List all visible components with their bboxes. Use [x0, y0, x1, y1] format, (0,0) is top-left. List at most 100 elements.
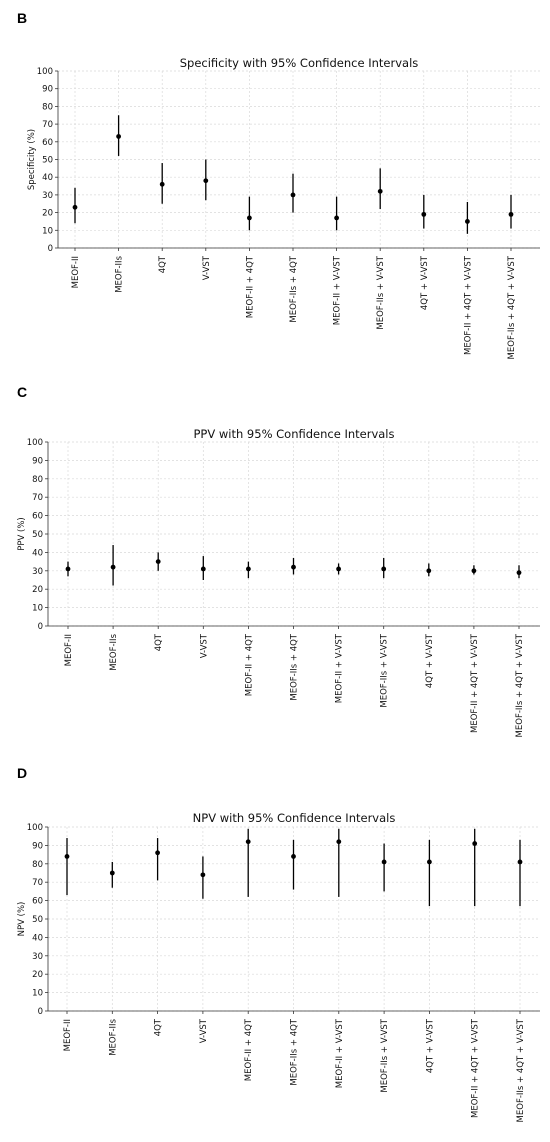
y-tick-label: 0	[48, 244, 53, 254]
x-tick-label: V-VST	[202, 255, 212, 280]
y-tick-label: 50	[32, 530, 43, 540]
x-tick-label: 4QT + V-VST	[420, 255, 430, 310]
x-tick-label: MEOF-II + 4QT	[244, 633, 254, 696]
y-tick-label: 100	[27, 823, 43, 833]
y-tick-label: 30	[32, 952, 43, 962]
y-tick-label: 60	[32, 897, 43, 907]
data-point	[247, 215, 252, 221]
y-tick-label: 100	[37, 67, 53, 77]
y-tick-label: 0	[38, 1007, 43, 1017]
x-tick-label: MEOF-II + 4QT	[245, 255, 255, 318]
data-point	[381, 566, 387, 572]
x-tick-label: 4QT	[154, 633, 164, 651]
y-tick-label: 60	[32, 512, 43, 522]
x-tick-label: MEOF-IIs + 4QT + V-VST	[516, 1018, 526, 1122]
y-tick-label: 60	[42, 138, 53, 148]
y-tick-label: 0	[38, 622, 43, 632]
data-point	[110, 564, 116, 570]
data-point	[334, 215, 339, 221]
data-point	[426, 568, 432, 574]
data-point	[421, 211, 427, 217]
data-point	[116, 134, 121, 139]
y-tick-label: 100	[27, 438, 43, 448]
data-point	[159, 181, 165, 187]
data-point	[427, 859, 432, 865]
y-tick-label: 10	[32, 604, 43, 614]
data-point	[472, 841, 478, 846]
data-point	[200, 566, 206, 572]
data-point	[246, 566, 251, 572]
panel-letter: D	[17, 765, 28, 781]
data-point	[109, 870, 115, 876]
x-tick-label: MEOF-IIs + V-VST	[380, 1018, 390, 1092]
data-point	[155, 559, 161, 564]
y-tick-label: 10	[32, 989, 43, 999]
x-tick-label: MEOF-II + 4QT + V-VST	[470, 633, 480, 733]
x-tick-label: MEOF-II	[63, 1019, 73, 1051]
data-point	[471, 568, 477, 574]
x-tick-label: MEOF-II	[64, 634, 74, 666]
y-tick-label: 50	[32, 915, 43, 925]
x-tick-label: MEOF-IIs	[115, 255, 125, 292]
y-tick-label: 80	[32, 860, 43, 870]
y-tick-label: 20	[42, 209, 53, 219]
panel-letter: C	[17, 384, 28, 400]
y-axis-label: NPV (%)	[17, 902, 27, 937]
x-tick-label: MEOF-IIs + V-VST	[376, 255, 386, 329]
ppv-chart: 0 10 20 30 40 50 60 70 80 90 100 PPV with 95% Confi…	[17, 427, 540, 737]
x-tick-label: MEOF-II + V-VST	[333, 255, 343, 325]
y-tick-label: 40	[32, 548, 43, 558]
data-point	[291, 564, 296, 570]
x-tick-label: MEOF-IIs + 4QT	[289, 255, 299, 322]
y-tick-label: 40	[42, 173, 53, 183]
npv-chart: 0 10 20 30 40 50 60 70 80 90 100 NPV with 95% Confi…	[17, 811, 540, 1122]
panel-c: C 0 10 20 30 40 50 60 70 80 90 100 PPV with 95% Con…	[0, 380, 550, 765]
x-tick-label: MEOF-II + 4QT + V-VST	[471, 1018, 481, 1118]
data-point	[291, 854, 296, 859]
x-tick-label: MEOF-IIs + 4QT + V-VST	[515, 633, 525, 737]
x-tick-label: MEOF-IIs	[109, 633, 119, 670]
x-tick-label: 4QT + V-VST	[425, 1018, 435, 1073]
y-tick-label: 50	[42, 156, 53, 166]
data-point	[155, 850, 161, 856]
y-tick-label: 80	[42, 102, 53, 112]
y-tick-label: 30	[42, 191, 53, 201]
x-tick-label: MEOF-II + 4QT + V-VST	[463, 255, 473, 355]
x-tick-label: V-VST	[199, 633, 209, 658]
y-tick-label: 80	[32, 475, 43, 485]
specificity-chart: 0 10 20 30 40 50 60 70 80 90 100 Specificity with 9…	[27, 56, 540, 359]
x-tick-label: MEOF-II + V-VST	[335, 1018, 345, 1088]
x-tick-label: MEOF-IIs + 4QT	[290, 1018, 300, 1085]
data-point	[336, 566, 341, 572]
y-axis-label: Specificity (%)	[27, 129, 37, 190]
y-tick-label: 20	[32, 585, 43, 595]
x-tick-label: V-VST	[199, 1018, 209, 1043]
x-tick-label: 4QT	[158, 255, 168, 273]
x-tick-label: MEOF-II	[71, 256, 81, 288]
chart-title: NPV with 95% Confidence Intervals	[193, 811, 396, 825]
panel-letter: B	[17, 10, 28, 26]
data-point	[290, 192, 296, 198]
data-point	[245, 839, 251, 845]
panel-d: D 0 10 20 30 40 50 60 70 80 90 100 NPV with 95% Con…	[0, 765, 550, 1142]
data-point	[377, 188, 383, 194]
data-point	[508, 211, 514, 217]
y-tick-label: 90	[32, 456, 43, 466]
y-tick-label: 30	[32, 567, 43, 577]
panel-b: B 0 10 20 30 40 50 60 70 80 90 100 Specificity with…	[0, 0, 550, 380]
y-axis-label: PPV (%)	[17, 517, 27, 550]
data-point	[465, 219, 470, 224]
chart-title: PPV with 95% Confidence Intervals	[193, 427, 394, 441]
y-tick-label: 70	[42, 120, 53, 130]
data-point	[203, 178, 209, 184]
y-tick-label: 70	[32, 878, 43, 888]
data-point	[200, 872, 206, 878]
chart-title: Specificity with 95% Confidence Interval…	[180, 56, 419, 70]
y-tick-label: 20	[32, 970, 43, 980]
y-tick-label: 40	[32, 933, 43, 943]
y-tick-label: 10	[42, 226, 53, 236]
y-tick-label: 70	[32, 493, 43, 503]
x-tick-label: MEOF-IIs + 4QT + V-VST	[507, 255, 517, 359]
x-tick-label: MEOF-II + 4QT	[244, 1018, 254, 1081]
y-tick-label: 90	[42, 85, 53, 95]
